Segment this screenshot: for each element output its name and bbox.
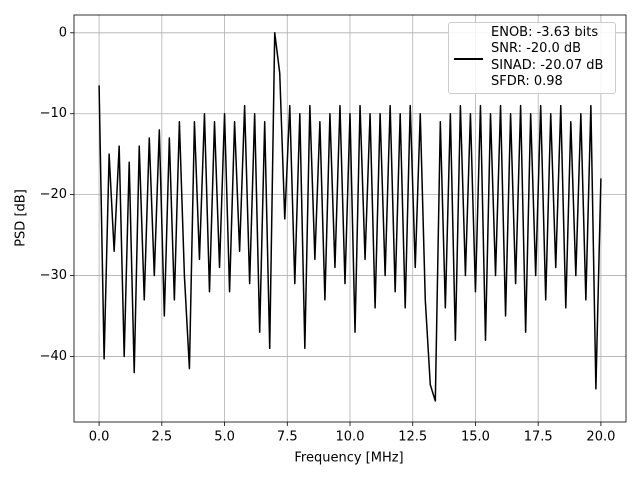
x-tick-label: 17.5 [524,430,553,445]
legend: ENOB: -3.63 bits SNR: -20.0 dB SINAD: -2… [448,22,616,94]
x-tick-label: 10.0 [336,430,365,445]
y-axis-label: PSD [dB] [14,189,29,247]
x-tick-label: 7.5 [277,430,298,445]
x-axis-label: Frequency [MHz] [294,451,403,466]
y-tick-label: −20 [40,187,67,202]
legend-label: ENOB: -3.63 bits SNR: -20.0 dB SINAD: -2… [491,25,604,89]
y-tick-label: −30 [40,268,67,283]
legend-line [454,58,483,60]
x-tick-label: 15.0 [461,430,490,445]
x-tick-label: 2.5 [151,430,172,445]
data-line [98,32,602,402]
y-tick-label: −40 [40,349,67,364]
x-tick-label: 0.0 [89,430,110,445]
y-tick-label: −10 [40,106,67,121]
plot-frame [73,14,627,423]
y-tick-label: 0 [59,25,67,40]
x-tick-label: 5.0 [214,430,235,445]
x-tick-label: 20.0 [586,430,615,445]
x-tick-label: 12.5 [398,430,427,445]
